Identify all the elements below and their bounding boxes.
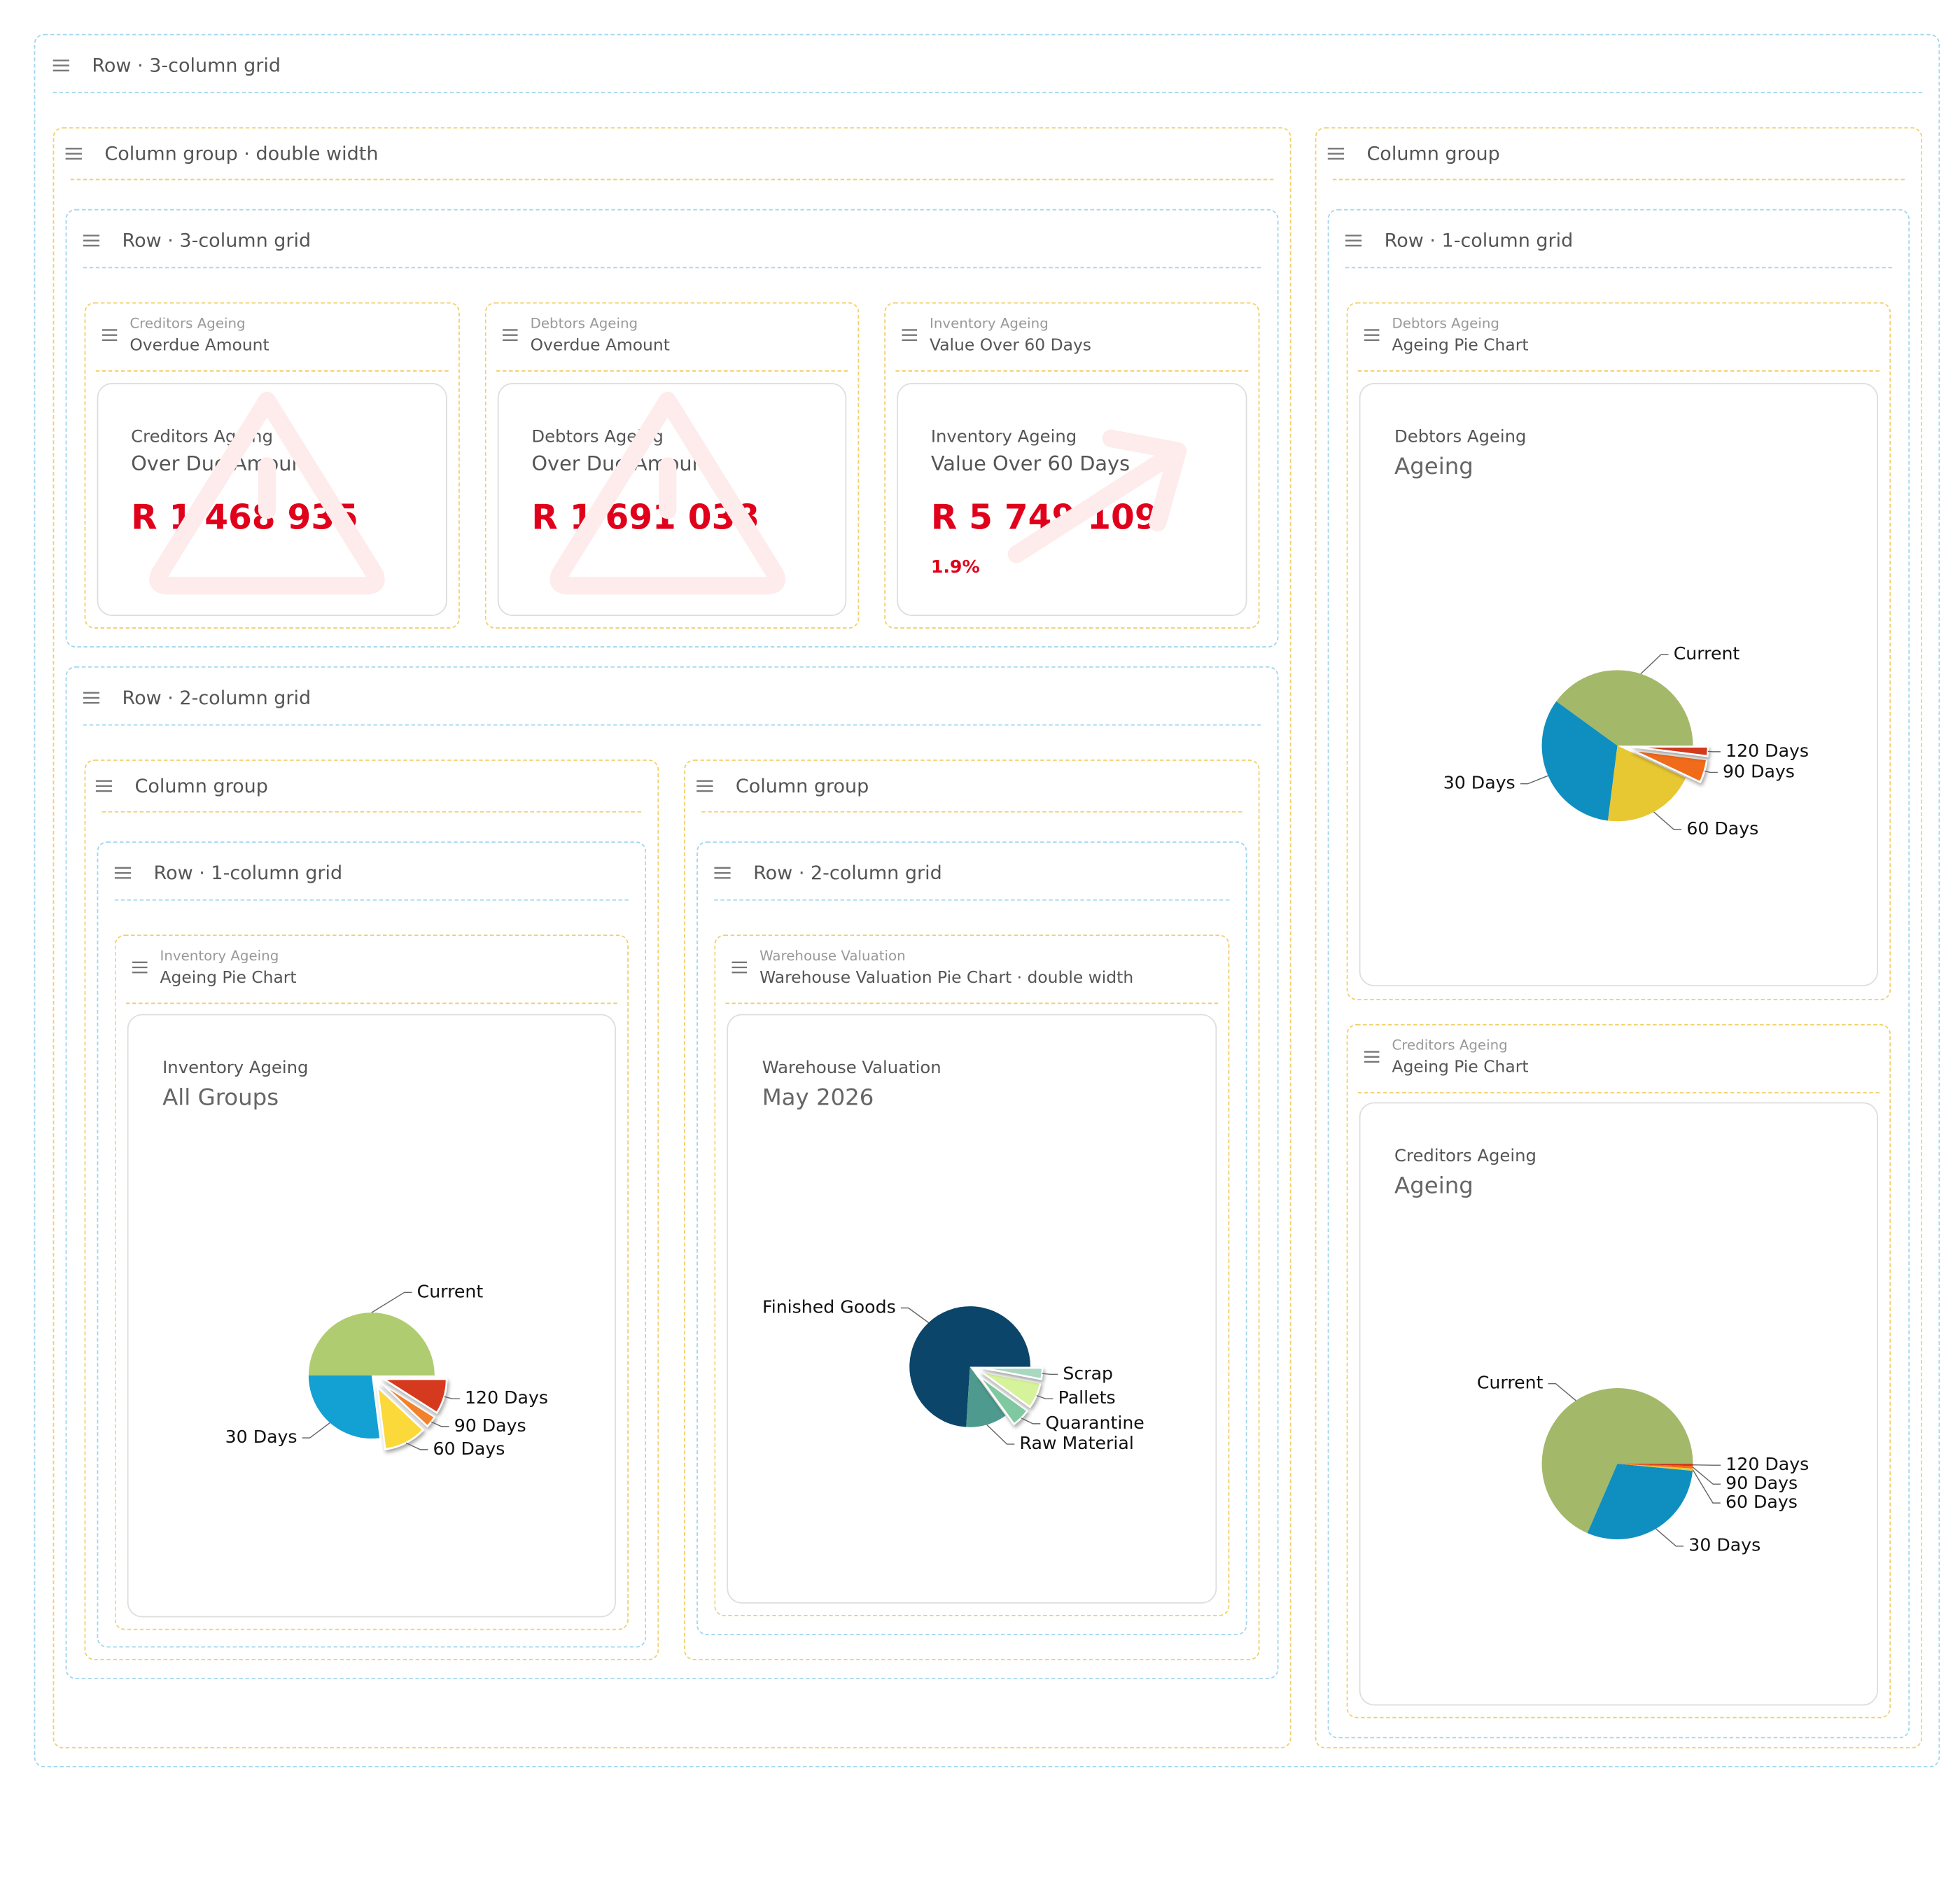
widget-source: Creditors Ageing [130, 315, 246, 332]
divider [1345, 267, 1892, 269]
column-group [684, 760, 1260, 1660]
widget-name: Overdue Amount [130, 336, 270, 356]
container-label: Row · 1-column grid [1384, 229, 1574, 252]
drag-handle[interactable] [102, 329, 118, 342]
chart-subtitle: Inventory Ageing [162, 1058, 309, 1079]
kpi-value: R 1 691 038 [531, 498, 760, 538]
drag-handle[interactable] [132, 961, 148, 974]
drag-handle[interactable] [65, 148, 82, 160]
column-group [52, 127, 1292, 1749]
drag-handle[interactable] [52, 59, 69, 72]
container-label: Column group [1366, 142, 1500, 165]
row-container [65, 209, 1279, 648]
drag-handle[interactable] [503, 329, 518, 342]
kpi-title: Over Due Amount [131, 451, 312, 476]
drag-handle[interactable] [1327, 148, 1345, 160]
widget-source: Debtors Ageing [530, 315, 638, 332]
widget-container [714, 934, 1230, 1616]
row-container [34, 34, 1940, 1768]
container-label: Column group · double width [104, 142, 379, 165]
container-label: Column group [134, 774, 268, 798]
drag-handle[interactable] [1345, 234, 1362, 247]
column-group [1315, 127, 1923, 1749]
divider [125, 1002, 617, 1004]
drag-handle[interactable] [95, 780, 113, 792]
container-label: Row · 1-column grid [153, 861, 343, 885]
chart-subtitle: Debtors Ageing [1394, 426, 1527, 447]
drag-handle[interactable] [83, 234, 100, 247]
divider [496, 370, 848, 372]
divider [725, 1002, 1219, 1004]
row-container [97, 841, 647, 1648]
column-group [84, 760, 659, 1660]
divider [1332, 178, 1905, 181]
divider [83, 724, 1261, 726]
divider [102, 811, 641, 813]
chart-title: Ageing [1394, 454, 1474, 480]
widget-name: Warehouse Valuation Pie Chart · double w… [760, 969, 1134, 988]
widget-name: Ageing Pie Chart [1392, 336, 1529, 356]
kpi-subtitle: Debtors Ageing [531, 426, 664, 447]
kpi-value: R 5 749 109 [930, 498, 1158, 538]
divider [114, 899, 629, 901]
widget-container [114, 934, 629, 1630]
widget-name: Value Over 60 Days [930, 336, 1092, 356]
container-label: Column group [735, 774, 869, 798]
chart-title: All Groups [162, 1084, 279, 1112]
drag-handle[interactable] [83, 692, 100, 704]
drag-handle[interactable] [714, 867, 731, 879]
widget-name: Ageing Pie Chart [1392, 1058, 1529, 1077]
kpi-title: Over Due Amount [531, 451, 713, 476]
divider [701, 811, 1242, 813]
drag-handle[interactable] [732, 961, 748, 974]
widget-container [1346, 302, 1891, 1000]
widget-name: Overdue Amount [530, 336, 670, 356]
divider [1357, 1092, 1879, 1093]
widget-name: Ageing Pie Chart [160, 969, 297, 988]
widget-source: Debtors Ageing [1392, 315, 1499, 332]
widget-source: Inventory Ageing [160, 947, 279, 965]
drag-handle[interactable] [1364, 1051, 1380, 1063]
divider [895, 370, 1249, 372]
widget-card [1359, 383, 1879, 987]
divider [95, 370, 449, 372]
container-label: Row · 2-column grid [753, 861, 942, 885]
widget-container [84, 302, 460, 629]
widget-source: Warehouse Valuation [760, 947, 906, 965]
container-label: Row · 3-column grid [92, 54, 281, 77]
row-container [1327, 209, 1910, 1739]
drag-handle[interactable] [1364, 329, 1380, 342]
drag-handle[interactable] [114, 867, 132, 879]
chart-subtitle: Creditors Ageing [1394, 1146, 1536, 1167]
divider [1357, 370, 1879, 372]
chart-title: Ageing [1394, 1172, 1474, 1200]
divider [70, 178, 1274, 181]
row-container [696, 841, 1247, 1635]
widget-source: Creditors Ageing [1392, 1037, 1508, 1054]
divider [52, 92, 1923, 94]
kpi-subtitle: Creditors Ageing [131, 426, 274, 447]
row-container [65, 666, 1279, 1679]
chart-subtitle: Warehouse Valuation [762, 1058, 941, 1079]
kpi-subtitle: Inventory Ageing [930, 426, 1077, 447]
widget-container [1346, 1023, 1891, 1718]
widget-source: Inventory Ageing [930, 315, 1049, 332]
drag-handle[interactable] [902, 329, 918, 342]
divider [714, 899, 1230, 901]
container-label: Row · 3-column grid [122, 229, 312, 252]
kpi-title: Value Over 60 Days [930, 451, 1130, 476]
kpi-change: 1.9% [930, 557, 980, 578]
divider [83, 267, 1261, 269]
widget-container [884, 302, 1260, 629]
container-label: Row · 2-column grid [122, 686, 312, 710]
drag-handle[interactable] [696, 780, 713, 792]
kpi-value: R 1 468 935 [131, 498, 358, 538]
chart-title: May 2026 [762, 1084, 874, 1112]
widget-container [484, 302, 860, 629]
